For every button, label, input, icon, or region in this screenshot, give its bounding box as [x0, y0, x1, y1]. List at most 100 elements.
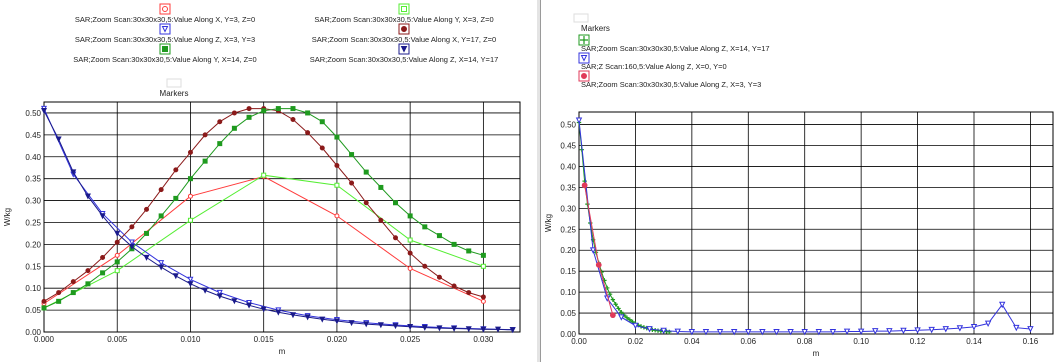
- data-point: [900, 327, 907, 335]
- data-point: [114, 259, 120, 265]
- data-point: [451, 283, 457, 289]
- data-point: [815, 329, 823, 336]
- y-tick-label: 0.45: [560, 142, 576, 151]
- y-tick-label: 0.40: [560, 162, 576, 171]
- data-point: [872, 328, 879, 335]
- data-point: [660, 327, 667, 335]
- data-point: [70, 169, 77, 176]
- data-point: [128, 239, 135, 246]
- data-point: [465, 326, 472, 333]
- data-point: [319, 316, 326, 323]
- x-axis-label: m: [279, 347, 286, 356]
- legend-marker-icon: [580, 55, 588, 62]
- data-point: [128, 243, 135, 250]
- chart-right: Markers SAR;Zoom Scan:30x30x30,5:Value Al…: [544, 13, 1054, 358]
- data-point: [261, 108, 267, 114]
- data-point: [217, 119, 223, 125]
- data-point: [290, 117, 296, 123]
- data-point: [509, 327, 516, 334]
- x-tick-label: 0.025: [400, 335, 421, 344]
- series-6: [40, 108, 516, 334]
- x-tick-label: 0.16: [1023, 337, 1039, 346]
- x-tick-label: 0.015: [254, 335, 275, 344]
- legend-header: Markers: [160, 89, 189, 98]
- data-point: [716, 329, 724, 336]
- chart-left: Markers SAR;Zoom Scan:30x30x30,5:Value Al…: [3, 3, 521, 356]
- y-tick-label: 0.05: [560, 309, 576, 318]
- legend-header-swatch: [166, 78, 182, 88]
- data-point: [144, 206, 150, 212]
- data-point: [99, 213, 106, 220]
- data-point: [114, 239, 120, 245]
- data-point: [581, 182, 588, 189]
- data-point: [202, 158, 208, 164]
- legend-entry: SAR;Zoom Scan:30x30x30,5:Value Along Y, …: [73, 55, 256, 64]
- legend-entry: SAR;Zoom Scan:30x30x30,5:Value Along X, …: [75, 15, 255, 24]
- y-axis-label: W/kg: [544, 214, 553, 232]
- grid: [43, 102, 520, 333]
- data-point: [787, 329, 794, 336]
- data-point: [466, 290, 472, 296]
- data-point: [674, 328, 681, 336]
- data-point: [970, 323, 978, 331]
- series-5: [41, 106, 486, 311]
- data-point: [624, 315, 630, 320]
- x-tick-label: 0.00: [571, 337, 587, 346]
- data-point: [378, 217, 384, 223]
- data-point: [407, 324, 414, 331]
- data-point: [829, 329, 837, 336]
- legend-marker-icon: [401, 26, 407, 32]
- data-point: [436, 233, 442, 239]
- data-point: [349, 152, 355, 158]
- data-point: [480, 298, 486, 304]
- data-point: [333, 318, 340, 325]
- data-point: [187, 149, 193, 155]
- data-point: [618, 314, 625, 321]
- data-point: [392, 323, 399, 330]
- y-tick-label: 0.15: [560, 267, 576, 276]
- x-tick-label: 0.030: [473, 335, 494, 344]
- data-point: [290, 106, 296, 112]
- series-3: [581, 182, 616, 319]
- x-axis-label: m: [813, 349, 820, 358]
- data-point: [173, 167, 179, 173]
- data-point: [231, 125, 237, 131]
- legend-marker-icon: [400, 46, 408, 53]
- data-point: [407, 213, 413, 219]
- data-point: [589, 247, 597, 254]
- data-point: [378, 184, 384, 190]
- data-point: [495, 326, 502, 333]
- data-point: [436, 325, 443, 332]
- x-tick-label: 0.12: [910, 337, 926, 346]
- series-4: [41, 106, 486, 304]
- data-point: [334, 213, 340, 219]
- data-point: [334, 182, 340, 188]
- data-point: [143, 254, 150, 261]
- y-tick-label: 0.50: [560, 121, 576, 130]
- data-point: [348, 320, 355, 327]
- series-2: [575, 117, 1034, 336]
- data-point: [187, 193, 193, 199]
- data-point: [575, 117, 583, 124]
- data-point: [466, 248, 472, 254]
- data-point: [451, 241, 457, 247]
- data-point: [41, 298, 47, 304]
- data-point: [158, 213, 164, 219]
- legend-marker-icon: [401, 6, 407, 12]
- x-tick-label: 0.08: [797, 337, 813, 346]
- x-tick-label: 0.000: [34, 335, 55, 344]
- data-point: [773, 329, 780, 336]
- data-point: [480, 263, 486, 269]
- y-tick-label: 0.15: [25, 262, 41, 271]
- data-point: [745, 329, 752, 336]
- data-point: [610, 297, 616, 302]
- data-point: [85, 281, 91, 287]
- data-point: [646, 326, 653, 333]
- y-tick-label: 0.00: [560, 330, 576, 339]
- data-point: [187, 217, 193, 223]
- data-point: [1027, 326, 1034, 333]
- legend-entry: SAR;Zoom Scan:30x30x30,5:Value Along Z, …: [581, 80, 761, 89]
- grid: [578, 112, 1053, 335]
- legend-entry: SAR;Zoom Scan:30x30x30,5:Value Along Y, …: [314, 15, 493, 24]
- data-point: [407, 250, 413, 256]
